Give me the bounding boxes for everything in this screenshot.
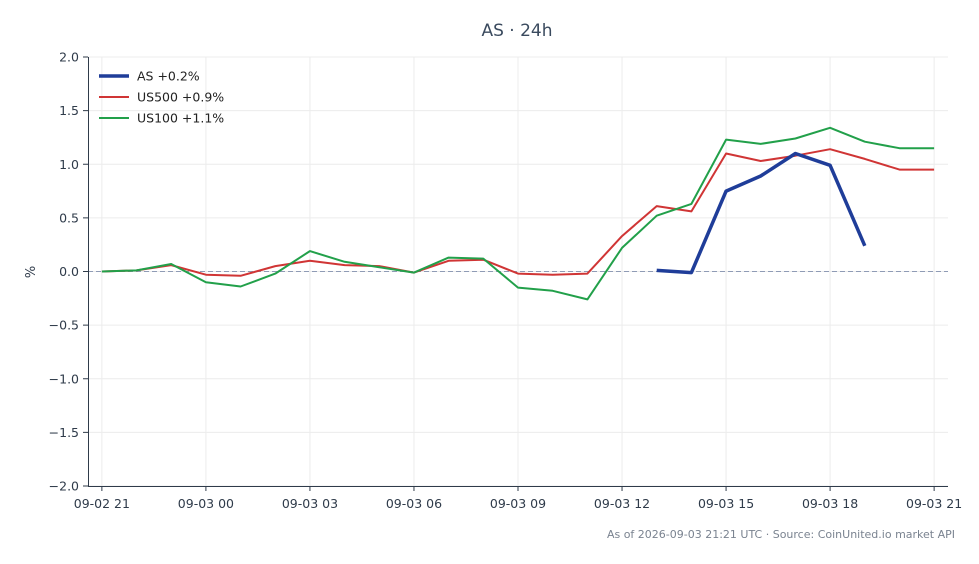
y-tick-label: −1.5 xyxy=(49,425,79,440)
y-tick-label: −1.0 xyxy=(49,371,79,386)
y-tick-label: 1.5 xyxy=(59,103,79,118)
y-tick-label: 1.0 xyxy=(59,157,79,172)
x-tick-labels: 09-02 21 09-03 00 09-03 03 09-03 06 09-03 09… xyxy=(74,486,962,511)
y-tick-labels: 2.0 1.5 1.0 0.5 0.0 −0.5 −1.0 −1.5 −2.0 xyxy=(49,50,88,494)
legend-label-1: US500 +0.9% xyxy=(137,90,224,105)
legend: AS +0.2% US500 +0.9% US100 +1.1% xyxy=(99,69,224,126)
legend-label-0: AS +0.2% xyxy=(137,69,200,84)
y-tick-label: 0.5 xyxy=(59,210,79,225)
y-tick-label: 2.0 xyxy=(59,50,79,65)
x-tick-label: 09-03 03 xyxy=(282,496,338,511)
legend-label-2: US100 +1.1% xyxy=(137,111,224,126)
y-tick-label: −0.5 xyxy=(49,318,79,333)
x-tick-label: 09-03 00 xyxy=(178,496,234,511)
grid xyxy=(88,56,948,487)
source-footer: As of 2026-09-03 21:21 UTC · Source: Coi… xyxy=(607,528,955,541)
series-line-0 xyxy=(656,151,867,275)
x-tick-label: 09-02 21 xyxy=(74,496,130,511)
y-tick-label: −2.0 xyxy=(49,479,79,494)
series-layer xyxy=(101,126,935,301)
chart-title: AS · 24h xyxy=(481,21,552,41)
x-tick-label: 09-03 06 xyxy=(386,496,442,511)
x-tick-label: 09-03 18 xyxy=(802,496,858,511)
series-line-1 xyxy=(101,148,935,277)
x-tick-label: 09-03 09 xyxy=(490,496,546,511)
x-tick-label: 09-03 15 xyxy=(698,496,754,511)
y-axis-label: % xyxy=(24,266,39,278)
y-tick-label: 0.0 xyxy=(59,264,79,279)
x-tick-label: 09-03 21 xyxy=(906,496,962,511)
x-tick-label: 09-03 12 xyxy=(594,496,650,511)
series-line-2 xyxy=(101,126,935,301)
